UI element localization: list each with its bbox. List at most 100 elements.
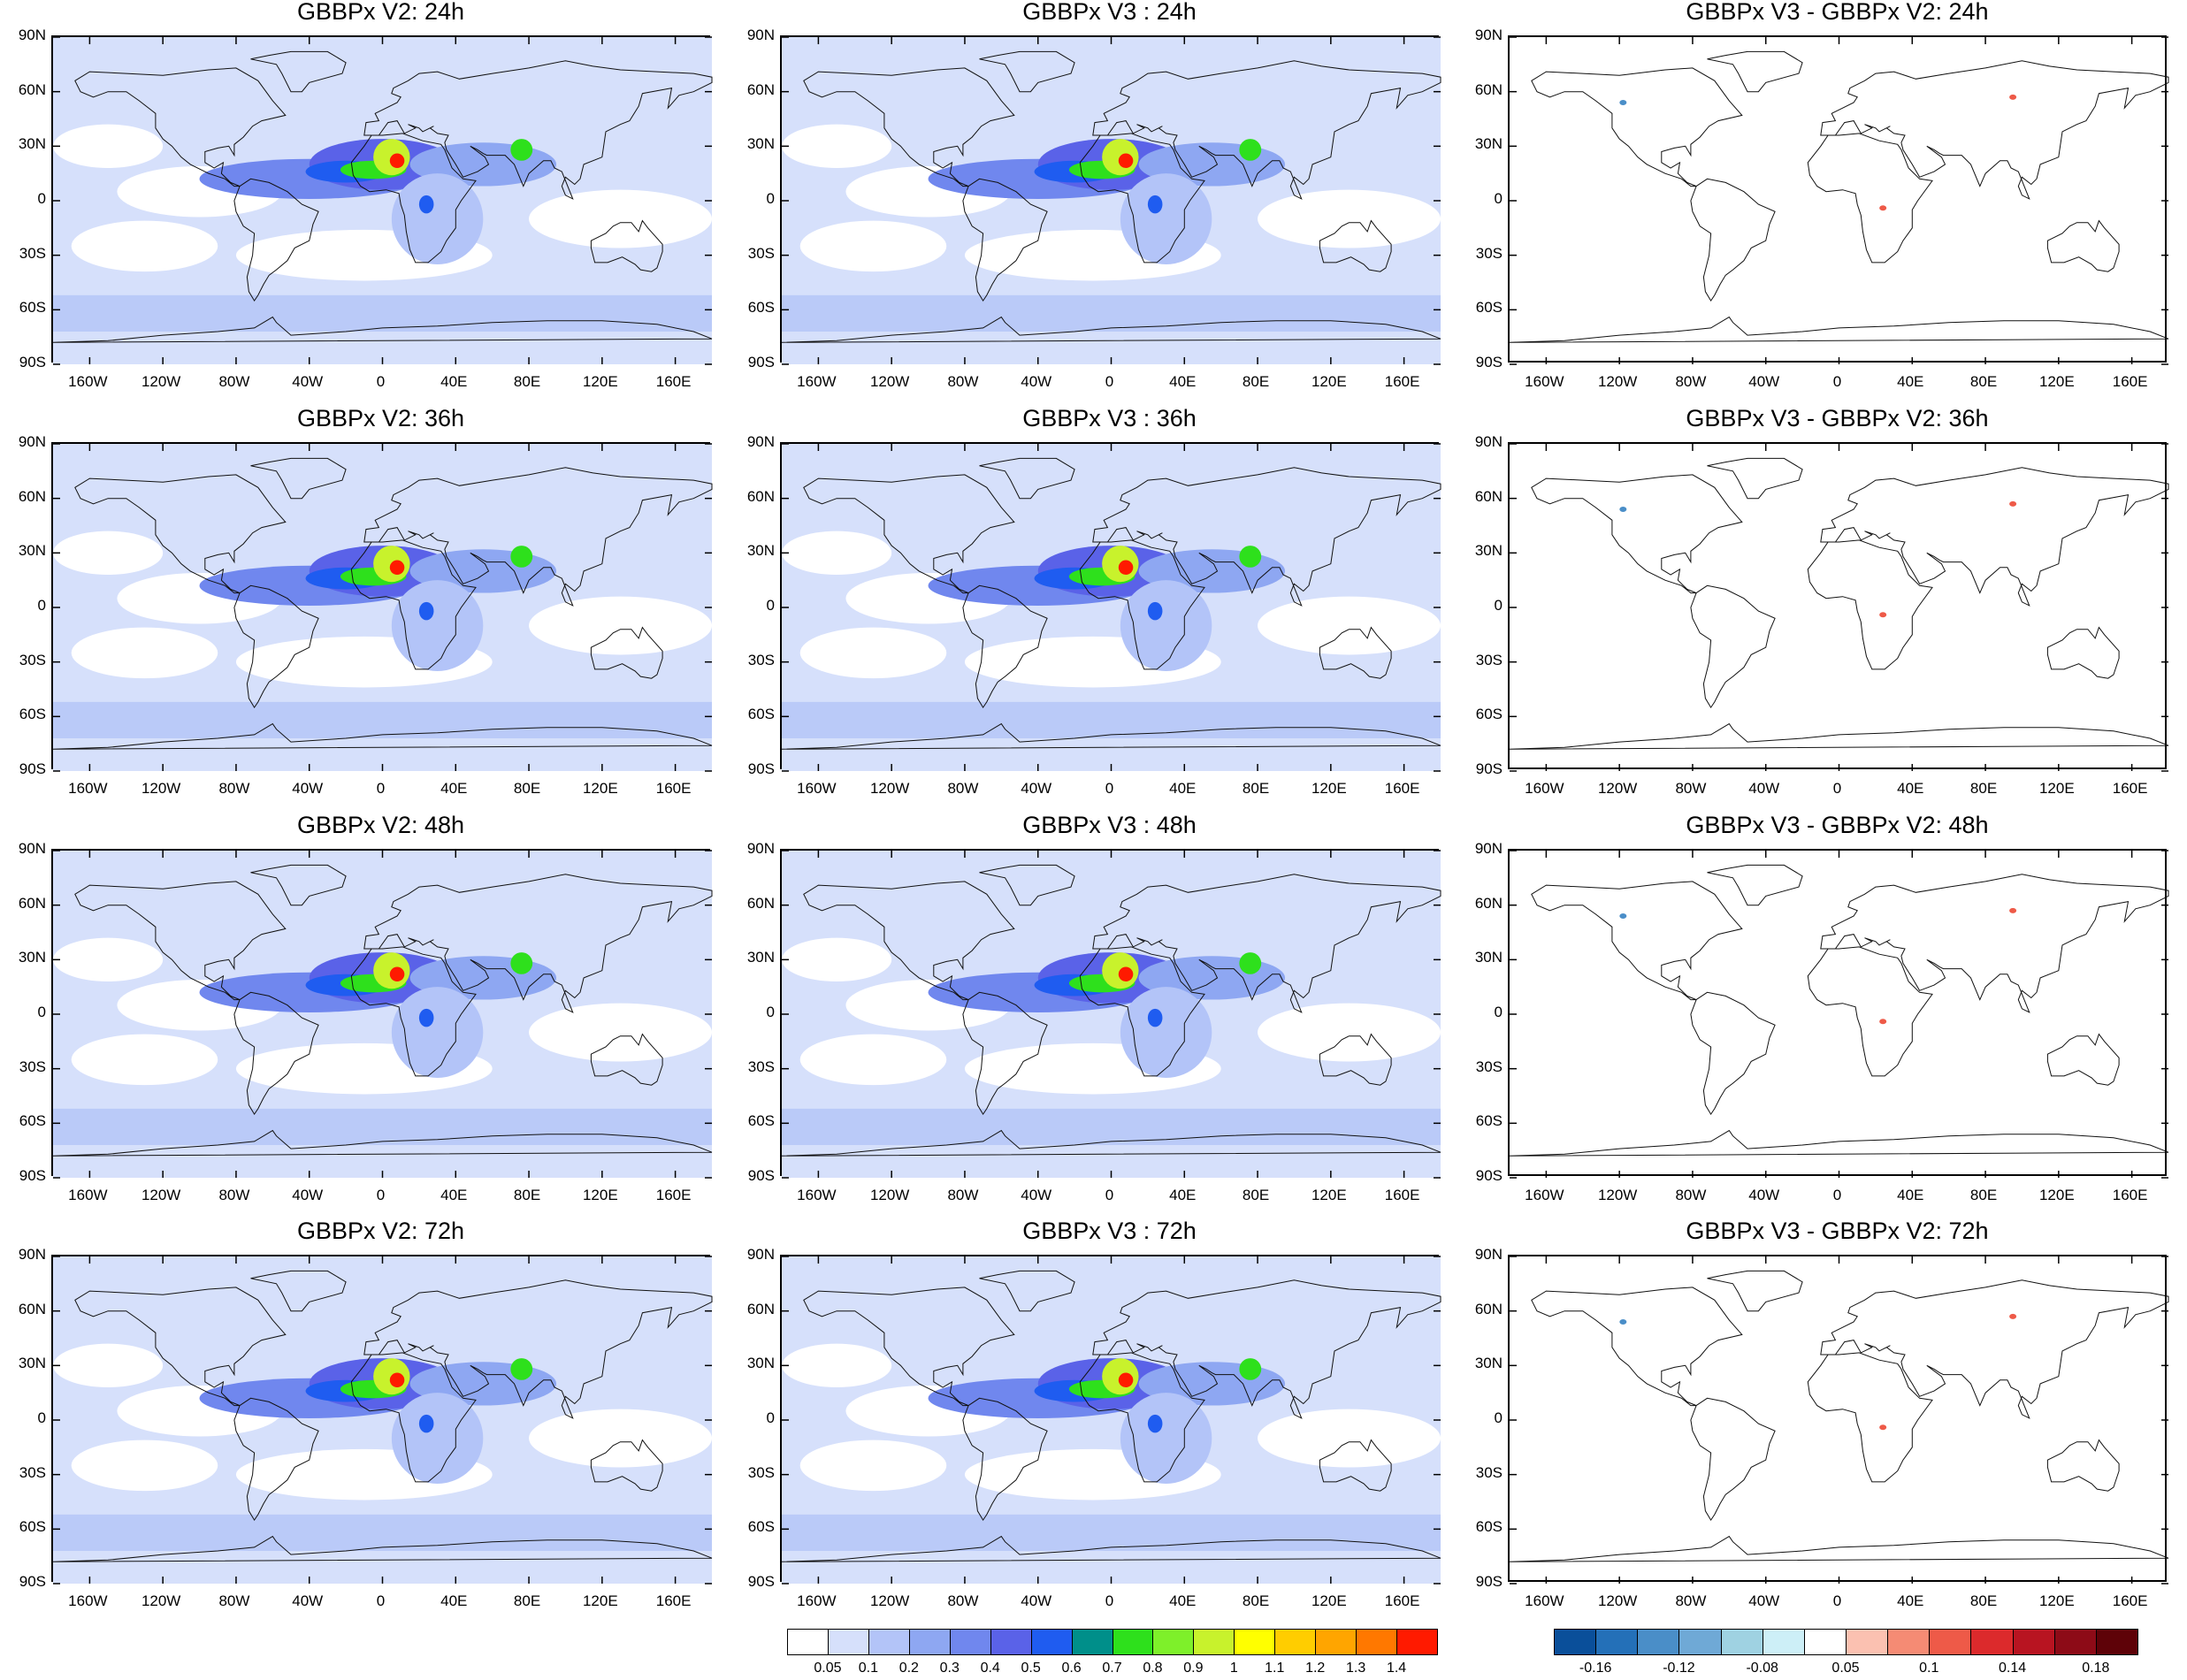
lat-tick-label: 30S [747, 651, 775, 668]
colorbar-label: -0.12 [1663, 1661, 1695, 1676]
southern-ocean-band [53, 294, 712, 332]
lon-tick-label: 160W [797, 1592, 837, 1609]
lon-tick-label: 80E [1242, 373, 1270, 390]
colorbar-swatch [1152, 1629, 1195, 1655]
colorbar-swatch [1846, 1629, 1889, 1655]
coastline [1079, 946, 1205, 1077]
lon-tick-label: 0 [1105, 373, 1114, 390]
lat-tick-label: 90S [19, 760, 46, 777]
lon-tick-label: 40E [1169, 1592, 1197, 1609]
colorbar-label: 0.9 [1183, 1661, 1204, 1676]
low-value-area [529, 596, 712, 655]
lat-tick-label: 30N [18, 135, 46, 153]
lon-tick-label: 40W [1748, 1187, 1780, 1203]
coastline [962, 584, 1048, 709]
colorbar-swatch [908, 1629, 951, 1655]
emission-blob [391, 987, 484, 1078]
coastline [2046, 1439, 2120, 1492]
emission-blob [1239, 546, 1262, 568]
lon-tick-label: 160W [68, 1187, 108, 1203]
difference-spot [1619, 507, 1627, 512]
coastline [233, 1397, 319, 1522]
coastline [350, 946, 477, 1077]
coastline [233, 991, 319, 1116]
lon-tick-label: 80W [1675, 373, 1707, 390]
map-frame [1508, 442, 2169, 772]
lat-tick-label: 90N [1474, 433, 1503, 450]
lon-tick-label: 120W [869, 780, 910, 797]
coastline [250, 1270, 347, 1312]
lon-tick-label: 40W [1021, 780, 1052, 797]
coastline [2046, 219, 2120, 272]
lat-tick-label: 90N [746, 433, 775, 450]
coastline [350, 539, 477, 670]
lon-tick-label: 0 [1832, 373, 1842, 390]
emission-blob [391, 580, 484, 671]
difference-spot [1879, 205, 1887, 211]
lon-tick-label: 40E [440, 1187, 468, 1203]
lon-tick-label: 120W [1597, 780, 1638, 797]
lat-tick-label: 60N [746, 1300, 775, 1317]
difference-spot [2009, 94, 2017, 100]
lat-tick-label: 60S [747, 1518, 775, 1536]
low-value-area [71, 1034, 218, 1086]
coastline [979, 864, 1075, 906]
coastline [52, 1535, 713, 1562]
lat-tick-label: 30S [19, 1463, 46, 1481]
coastline [1690, 991, 1776, 1116]
emission-blob [1118, 560, 1134, 575]
lat-tick-label: 60S [19, 1518, 46, 1536]
lon-tick-label: 80E [1242, 1187, 1270, 1203]
coastline [74, 474, 287, 594]
lon-tick-label: 120W [141, 1592, 181, 1609]
coastline [781, 316, 1441, 343]
colorbar-swatch [1720, 1629, 1763, 1655]
coastline [1531, 474, 1743, 594]
lat-tick-label: 90S [19, 1167, 46, 1184]
colorbar-swatch [1274, 1629, 1317, 1655]
lon-tick-label: 160E [2112, 1187, 2148, 1203]
coastline [590, 219, 663, 272]
coastline [1319, 626, 1392, 679]
colorbar-swatch [1356, 1629, 1398, 1655]
lon-tick-label: 80E [1969, 373, 1998, 390]
lon-tick-label: 0 [1832, 780, 1842, 797]
lon-tick-label: 0 [1105, 1187, 1114, 1203]
lon-tick-label: 120E [2038, 1187, 2075, 1203]
coastline [1509, 316, 2169, 343]
lon-tick-label: 40W [1748, 780, 1780, 797]
coastline [781, 1129, 1441, 1157]
lon-tick-label: 120W [869, 373, 910, 390]
low-value-area [782, 1343, 892, 1387]
map-frame [51, 1255, 713, 1585]
lon-tick-label: 160E [655, 373, 692, 390]
coastline [74, 881, 287, 1001]
lon-tick-label: 80W [1675, 1187, 1707, 1203]
colorbar-label: 0.14 [1998, 1661, 2027, 1676]
lon-tick-label: 120W [141, 780, 181, 797]
southern-ocean-band [53, 1514, 712, 1551]
lat-tick-label: 30S [19, 1058, 46, 1075]
lon-tick-label: 80E [513, 780, 541, 797]
colorbar-label: 0.5 [1021, 1661, 1041, 1676]
lon-tick-label: 80E [1969, 1592, 1998, 1609]
southern-ocean-band [53, 701, 712, 738]
coastline [1079, 539, 1205, 670]
map-frame [1508, 1255, 2169, 1585]
difference-spot [2009, 1313, 2017, 1319]
lat-tick-label: 90S [1475, 1573, 1503, 1590]
low-value-area [1258, 1409, 1441, 1468]
map-canvas [1509, 850, 2169, 1179]
lon-tick-label: 120W [1597, 373, 1638, 390]
lat-tick-label: 30N [18, 949, 46, 966]
lat-tick-label: 60N [18, 487, 46, 505]
lat-tick-label: 90N [18, 1246, 46, 1263]
lon-tick-label: 80W [1675, 1592, 1707, 1609]
lon-tick-label: 120E [1311, 373, 1347, 390]
panel-title: GBBPx V3 - GBBPx V2: 48h [1686, 812, 1989, 838]
lat-tick-label: 30S [1475, 244, 1503, 262]
lon-tick-label: 80E [1969, 780, 1998, 797]
lat-tick-label: 30N [1474, 135, 1503, 153]
lat-tick-label: 60S [1475, 1112, 1503, 1130]
